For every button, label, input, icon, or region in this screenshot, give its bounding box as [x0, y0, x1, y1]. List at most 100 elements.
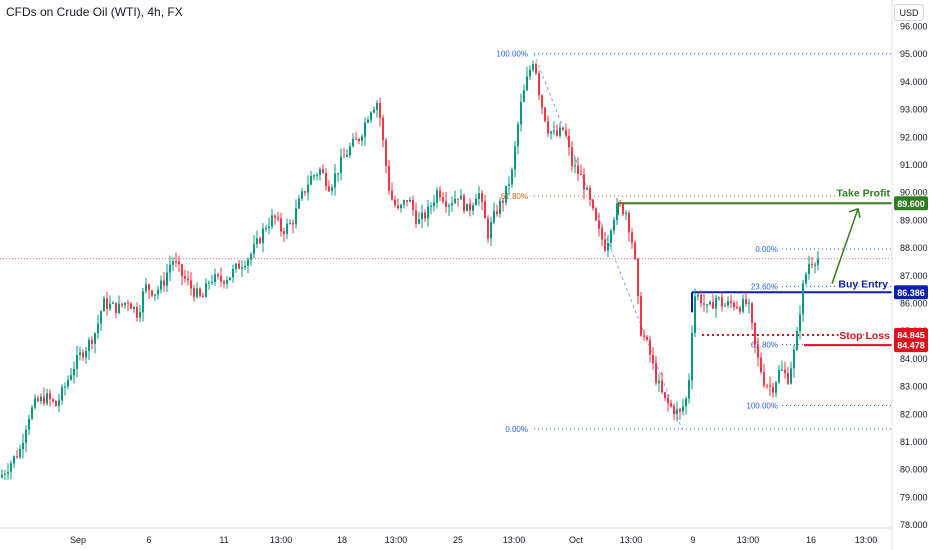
candle-body [82, 352, 84, 358]
candle-body [436, 190, 438, 203]
candle-body [742, 298, 744, 312]
arrow-head [848, 207, 861, 218]
candle-body [670, 403, 672, 407]
candle-body [598, 220, 600, 229]
stop-loss-label: Stop Loss [839, 330, 890, 342]
candle-body [193, 288, 195, 297]
time-tick-label: 6 [146, 535, 151, 545]
candle-body [361, 136, 363, 142]
fibonacci-retracements[interactable]: 100.00% 61.80% 0.00% 0.00% 23.60% 61.80% 100.0… [496, 50, 892, 434]
candle-body [409, 199, 411, 202]
candle-body [787, 373, 789, 384]
price-tick-label: 86.000 [900, 299, 928, 309]
candle-body [694, 296, 696, 333]
candle-body [217, 274, 219, 277]
candle-body [685, 398, 687, 407]
candle-body [721, 297, 723, 307]
candle-body [259, 238, 261, 244]
fib-level-label: 0.00% [505, 425, 528, 434]
candle-body [358, 138, 360, 142]
currency-button[interactable]: USD [894, 4, 924, 21]
candle-body [262, 228, 264, 244]
candle-body [403, 200, 405, 205]
candle-body [496, 211, 498, 214]
price-tick-label: 79.000 [900, 492, 928, 502]
candle-body [298, 198, 300, 209]
candle-body [73, 368, 75, 376]
fib-level-label: 100.00% [746, 401, 778, 410]
candle-body [589, 187, 591, 200]
chart-title: CFDs on Crude Oil (WTI), 4h, FX [6, 5, 183, 19]
candle-body [118, 303, 120, 314]
fib-level-label: 0.00% [755, 245, 778, 254]
candle-body [424, 212, 426, 219]
candle-body [565, 129, 567, 136]
candle-body [418, 219, 420, 224]
candle-body [733, 302, 735, 308]
candle-body [508, 184, 510, 186]
candle-body [709, 301, 711, 305]
candle-body [40, 396, 42, 402]
buy-entry-price-tag-bg [894, 285, 928, 300]
candle-body [514, 146, 516, 170]
candle-body [22, 442, 24, 450]
candle-body [70, 375, 72, 380]
candle-body [610, 230, 612, 243]
price-tick-label: 95.000 [900, 49, 928, 59]
price-tick-label: 82.000 [900, 409, 928, 419]
candle-body [388, 165, 390, 191]
candle-body [154, 294, 156, 296]
candle-body [553, 130, 555, 132]
candle-body [538, 73, 540, 96]
candle-body [319, 169, 321, 175]
candle-body [808, 264, 810, 274]
buy-entry-label: Buy Entry [838, 278, 888, 290]
candle-body [790, 368, 792, 384]
candle-body [127, 302, 129, 304]
candle-body [343, 156, 345, 158]
candle-body [766, 385, 768, 387]
candle-body [640, 296, 642, 336]
price-tick-label: 89.000 [900, 215, 928, 225]
time-axis[interactable]: Sep 6 11 13:00 18 13:00 25 13:00 Oct 13:00 9 13:00 1… [70, 535, 877, 545]
candle-body [448, 205, 450, 207]
price-tick-label: 84.000 [900, 354, 928, 364]
candle-body [160, 280, 162, 290]
time-tick-label: 13:00 [503, 535, 526, 545]
candle-body [151, 290, 153, 296]
candle-body [706, 304, 708, 306]
time-tick-label: 18 [337, 535, 347, 545]
price-tick-label: 90.000 [900, 188, 928, 198]
candle-body [289, 222, 291, 224]
candle-body [580, 174, 582, 176]
candle-body [28, 418, 30, 430]
candle-body [661, 380, 663, 393]
candle-body [88, 339, 90, 351]
candle-body [619, 203, 621, 205]
candle-body [397, 205, 399, 209]
price-tick-label: 91.000 [900, 160, 928, 170]
time-tick-label: 11 [219, 535, 228, 545]
candle-body [736, 307, 738, 309]
candle-body [520, 101, 522, 125]
candle-body [445, 201, 447, 207]
candle-body [412, 199, 414, 211]
candle-body [463, 195, 465, 211]
candle-body [292, 222, 294, 225]
candle-body [115, 302, 117, 314]
candle-body [532, 64, 534, 70]
stop-loss-price-tag: 84.478 [897, 341, 925, 351]
candle-body [265, 228, 267, 230]
candle-body [655, 363, 657, 383]
candle-body [184, 276, 186, 279]
candle-body [376, 102, 378, 110]
candle-body [229, 277, 231, 281]
candle-body [43, 396, 45, 404]
time-tick-label: 13:00 [737, 535, 760, 545]
candle-body [703, 303, 705, 305]
price-tick-label: 87.000 [900, 271, 928, 281]
candle-body [169, 264, 171, 273]
